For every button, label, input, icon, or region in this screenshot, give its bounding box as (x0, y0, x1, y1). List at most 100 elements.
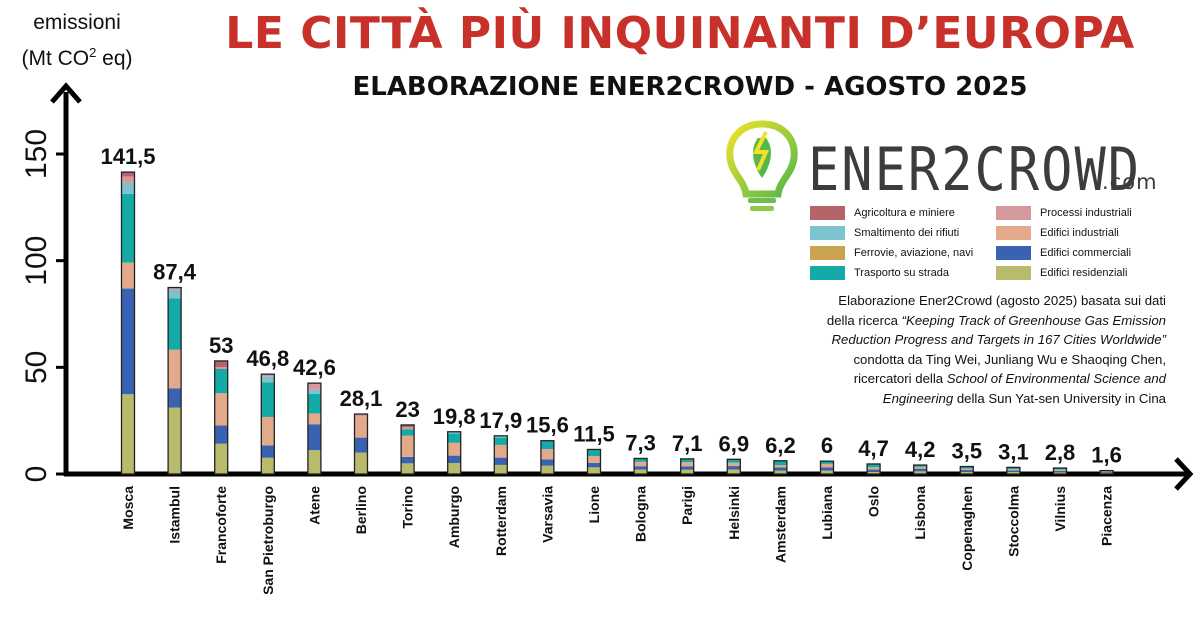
y-axis-title-line1: emissioni (33, 11, 121, 34)
bar-segment (913, 471, 927, 474)
bar-outline (120, 171, 136, 475)
bar-segment (587, 456, 601, 463)
bar-stack (167, 286, 182, 475)
source-note-line: della ricerca “Keeping Track of Greenhou… (770, 311, 1166, 331)
bar-segment (307, 450, 321, 474)
bar-outline (447, 431, 462, 475)
bar-stack (819, 460, 835, 475)
bar-segment (1053, 468, 1067, 470)
bar-segment (960, 471, 974, 474)
bar-segment (727, 469, 741, 474)
legend-label: Agricoltura e miniere (854, 207, 955, 219)
bar-value-label: 141,5 (100, 144, 155, 169)
bar-outline (586, 448, 602, 475)
bar-value-label: 7,3 (625, 430, 656, 455)
bar-stack (120, 171, 136, 475)
y-axis-title-sup: 2 (89, 45, 97, 60)
bar-value-label: 3,5 (952, 439, 983, 464)
category-label: Amsterdam (772, 486, 788, 563)
bar-value-label: 4,2 (905, 437, 936, 462)
bar-segment (867, 471, 881, 474)
bar-segment (1006, 471, 1020, 474)
source-note-line: condotta da Ting Wei, Junliang Wu e Shao… (853, 351, 1166, 367)
category-label: Rotterdam (493, 486, 509, 556)
bar-stack (773, 460, 788, 475)
bar-segment (820, 470, 834, 474)
bar-segment (121, 176, 135, 183)
bar-segment (1006, 467, 1020, 470)
source-note: Elaborazione Ener2Crowd (agosto 2025) ba… (770, 291, 1166, 408)
bar-segment (680, 469, 694, 474)
bar-segment (307, 383, 321, 390)
bar-segment (913, 466, 927, 469)
chart-axes: 0 50 100 150 (20, 82, 1194, 491)
source-note-line: Engineering della Sun Yat-sen University… (770, 389, 1166, 409)
bar-value-label: 6 (821, 433, 833, 458)
bar-outline (819, 460, 835, 475)
bar-segment (168, 349, 182, 389)
legend-swatch (810, 226, 845, 240)
legend-item: Trasporto su strada (810, 263, 949, 283)
bar-segment (540, 465, 554, 474)
bar-segment (540, 449, 554, 460)
bar-segment (401, 463, 415, 474)
bar-segment (447, 433, 461, 443)
bar-segment (587, 467, 601, 474)
y-axis-title: emissioni (Mt CO2 eq) (2, 8, 152, 74)
bar-segment (820, 461, 834, 464)
bar-segment (1053, 469, 1067, 471)
chart-value-labels: 141,5 87,4 53 46,8 42,628,1 23 19,8 17,9 15,6 11,… (100, 144, 1121, 467)
bar-stack (726, 458, 741, 475)
bar-stack (680, 458, 695, 475)
bar-stack (586, 448, 602, 475)
bar-segment (261, 416, 275, 446)
bar-segment (867, 467, 881, 470)
chart-subtitle: ELABORAZIONE ENER2CROWD - AGOSTO 2025 (352, 72, 1028, 102)
bar-segment (214, 393, 228, 426)
bar-segment (354, 416, 368, 438)
bar-value-label: 7,1 (672, 431, 703, 456)
bar-stack (540, 440, 555, 475)
bar-segment (401, 435, 415, 457)
chart-title: LE CITTÀ PIÙ INQUINANTI D’EUROPA (225, 8, 1135, 59)
bar-segment (680, 462, 694, 467)
bar-segment (773, 467, 787, 471)
category-label: Berlino (353, 486, 369, 534)
bar-segment (773, 460, 787, 466)
legend-label: Edifici residenziali (1040, 267, 1128, 279)
bar-segment (447, 455, 461, 463)
bar-stack (959, 465, 974, 475)
bar-outline (866, 463, 881, 475)
bar-segment (1006, 469, 1020, 471)
bar-segment (307, 393, 321, 414)
bar-stack (1006, 466, 1021, 475)
category-label: Atene (306, 486, 322, 525)
bar-segment (1053, 470, 1067, 473)
bar-segment (401, 424, 415, 428)
bar-segment (121, 172, 135, 177)
chart-category-labels: Mosca Istambul Francoforte San Pietroburgo A… (120, 486, 1115, 595)
legend-label: Edifici commerciali (1040, 247, 1132, 259)
bar-segment (354, 437, 368, 453)
bar-segment (913, 465, 927, 467)
bar-segment (121, 262, 135, 289)
bar-segment (168, 407, 182, 474)
bar-outline (913, 464, 928, 475)
bar-segment (261, 445, 275, 458)
bar-value-label: 42,6 (293, 355, 336, 380)
legend-item: Edifici commerciali (996, 243, 1131, 263)
category-label: Varsavia (539, 486, 555, 543)
category-label: Copenaghen (959, 486, 975, 571)
bar-outline (540, 440, 555, 475)
legend-label: Trasporto su strada (854, 267, 949, 279)
bar-segment (168, 298, 182, 350)
bar-segment (214, 369, 228, 394)
bar-segment (960, 468, 974, 470)
bar-segment (634, 461, 648, 467)
bar-stack (447, 431, 462, 475)
bar-segment (307, 424, 321, 451)
category-label: Vilnius (1052, 486, 1068, 532)
bar-stack (493, 435, 508, 475)
bar-segment (307, 413, 321, 425)
